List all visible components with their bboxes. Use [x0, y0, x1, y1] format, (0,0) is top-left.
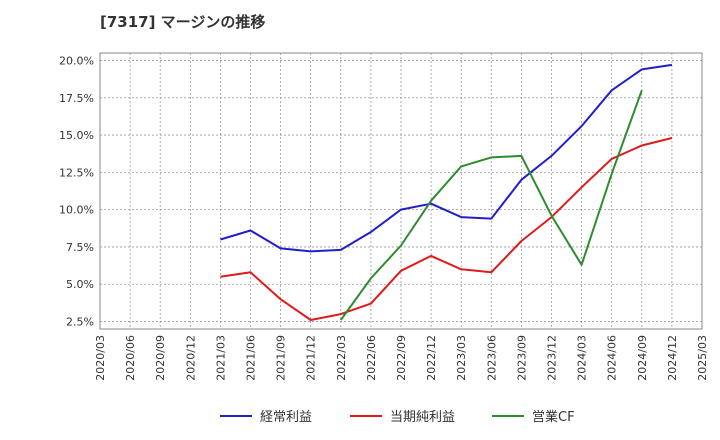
series-line-1 — [220, 63, 673, 253]
x-tick-label: 2024/09 — [636, 335, 649, 381]
x-tick-label: 2021/12 — [305, 335, 318, 381]
x-tick-label: 2023/09 — [515, 335, 528, 381]
y-tick-label: 12.5% — [59, 166, 94, 179]
x-axis: 2020/03 2020/06 2020/09 2020/12 2021/03 2021/… — [94, 335, 709, 381]
x-tick-label: 2023/06 — [485, 335, 498, 381]
legend: 経常利益 当期純利益 営業CF — [220, 409, 575, 425]
y-tick-label: 15.0% — [59, 129, 94, 142]
series-line-3 — [339, 89, 643, 321]
grid — [100, 53, 702, 329]
y-tick-label: 10.0% — [59, 204, 94, 217]
y-tick-label: 17.5% — [59, 92, 94, 105]
x-tick-label: 2020/12 — [184, 335, 197, 381]
x-tick-label: 2022/03 — [335, 335, 348, 381]
x-tick-label: 2023/03 — [455, 335, 468, 381]
x-tick-label: 2021/03 — [214, 335, 227, 381]
y-axis: 2.5% 5.0% 7.5% 10.0% 12.5% 15.0% 17.5% 20.0% — [59, 54, 94, 328]
x-tick-label: 2024/06 — [606, 335, 619, 381]
x-tick-label: 2022/12 — [425, 335, 438, 381]
x-tick-label: 2021/06 — [245, 335, 258, 381]
series-line-2 — [220, 137, 673, 321]
x-tick-label: 2021/09 — [275, 335, 288, 381]
y-tick-label: 20.0% — [59, 54, 94, 67]
legend-label-1: 経常利益 — [260, 410, 312, 425]
x-tick-label: 2022/06 — [365, 335, 378, 381]
x-tick-label: 2020/09 — [154, 335, 167, 381]
x-tick-label: 2025/03 — [696, 335, 709, 381]
x-tick-label: 2020/06 — [124, 335, 137, 381]
legend-label-2: 当期純利益 — [390, 410, 455, 425]
chart-title: [7317] マージンの推移 — [100, 13, 265, 31]
y-tick-label: 5.0% — [66, 278, 94, 291]
x-tick-label: 2024/03 — [576, 335, 589, 381]
x-tick-label: 2022/09 — [395, 335, 408, 381]
x-tick-label: 2023/12 — [546, 335, 559, 381]
y-tick-label: 2.5% — [66, 316, 94, 329]
series — [220, 63, 673, 321]
legend-label-3: 営業CF — [532, 409, 575, 425]
x-tick-label: 2020/03 — [94, 335, 107, 381]
y-tick-label: 7.5% — [66, 241, 94, 254]
x-tick-label: 2024/12 — [666, 335, 679, 381]
